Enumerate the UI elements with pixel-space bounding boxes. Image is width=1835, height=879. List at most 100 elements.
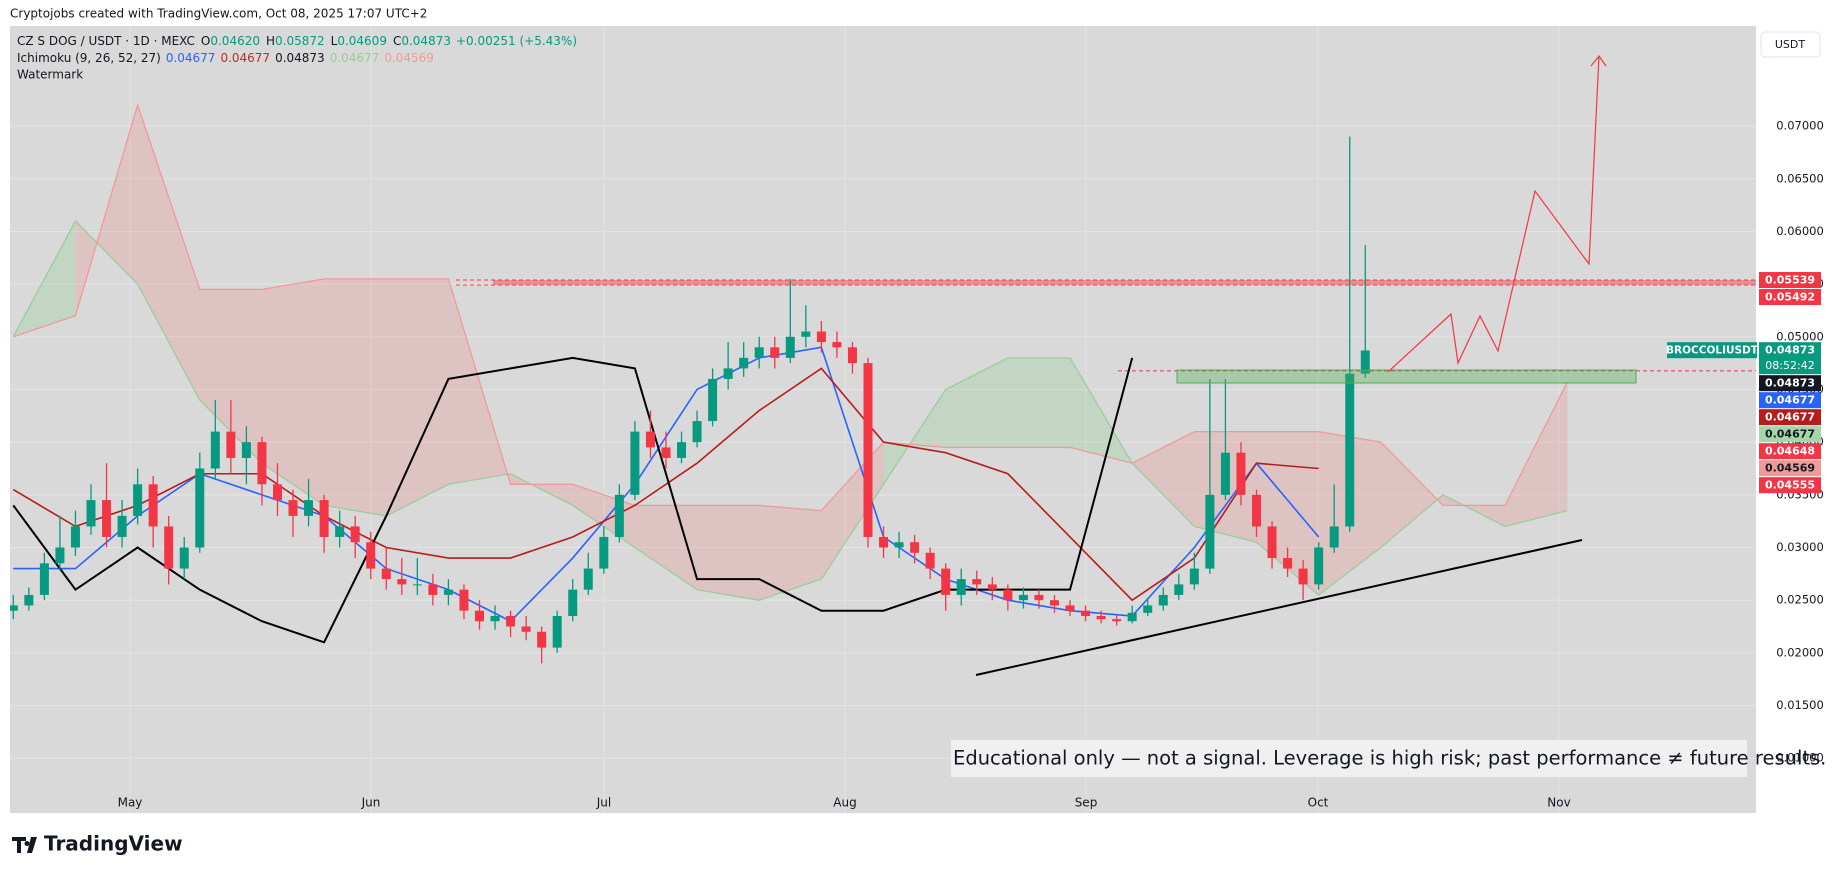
y-tick-label: 0.01000: [1776, 751, 1824, 765]
candle-body: [164, 526, 174, 569]
candle-body: [179, 547, 189, 569]
currency-button-label[interactable]: USDT: [1775, 38, 1806, 51]
candle-body: [583, 568, 593, 590]
candle-body: [506, 615, 516, 627]
cloud-segment: [1007, 357, 1071, 448]
candle-body: [1018, 594, 1028, 601]
candle-body: [1158, 594, 1168, 606]
candle-body: [754, 347, 764, 358]
demand-zone: [1176, 369, 1637, 384]
brand-logo: [12, 837, 37, 853]
disclaimer: Educational only — not a signal. Leverag…: [953, 747, 1826, 770]
candle-body: [412, 584, 422, 586]
badge-box: [1759, 460, 1821, 477]
badge-value: 0.05492: [1765, 291, 1815, 304]
badge-name: BROCCOLIUSDT: [1666, 345, 1759, 357]
candle-body: [70, 526, 80, 548]
candle-body: [226, 431, 236, 458]
candle-body: [350, 526, 360, 543]
badge-box: [1759, 272, 1821, 289]
candle-body: [241, 442, 251, 458]
candle-body: [723, 368, 733, 379]
candle-body: [55, 547, 65, 564]
candle-body: [1174, 584, 1184, 595]
candle-body: [645, 431, 655, 448]
candle-body: [739, 357, 749, 369]
candle-body: [1189, 568, 1199, 585]
grid: [10, 26, 1756, 813]
ohlc-key: O: [201, 34, 210, 48]
candle-body: [459, 589, 469, 611]
ohlc-key: C: [393, 34, 401, 48]
candle-body: [956, 579, 966, 595]
candle-body: [1236, 452, 1246, 495]
candle-body: [319, 500, 329, 537]
badge-box: [1759, 289, 1821, 306]
indicator-value: 0.04677: [166, 51, 216, 65]
candle-body: [925, 552, 935, 569]
candles: [10, 136, 1370, 664]
candle-body: [630, 431, 640, 495]
badge-value: 0.04873: [1765, 377, 1815, 390]
candle-body: [816, 331, 826, 343]
candle-body: [1298, 568, 1308, 585]
candle-body: [1081, 610, 1091, 616]
resistance-band: [493, 280, 1756, 285]
ohlc-value: 0.04620: [210, 34, 260, 48]
candle-body: [894, 542, 904, 548]
candle-body: [397, 579, 407, 585]
cloud-segment: [324, 278, 387, 516]
cloud-segment: [697, 505, 760, 601]
candle-body: [10, 605, 18, 611]
badge-box: [1759, 409, 1821, 426]
cloud-segment: [1132, 431, 1195, 527]
cloud-segment: [199, 289, 262, 464]
candle-body: [521, 626, 531, 632]
cloud-segment: [137, 105, 200, 401]
indicator-value: 0.04569: [384, 51, 434, 65]
x-tick-label: Aug: [833, 796, 856, 810]
candle-body: [599, 536, 609, 569]
cloud-segment: [1380, 442, 1443, 548]
candle-body: [1314, 547, 1324, 585]
y-tick-label: 0.05000: [1776, 329, 1824, 343]
candle-body: [1049, 600, 1059, 606]
x-tick-label: Oct: [1308, 796, 1329, 810]
candle-body: [39, 563, 49, 595]
candle-body: [133, 484, 143, 516]
candle-body: [288, 500, 298, 516]
candle-body: [692, 421, 702, 443]
candle-body: [879, 536, 889, 548]
candle-body: [1143, 605, 1153, 613]
y-tick-label: 0.06000: [1776, 224, 1824, 238]
candle-body: [801, 331, 811, 337]
cloud-segment: [945, 357, 1008, 448]
candle-body: [1283, 558, 1293, 569]
price-badges: 0.05539 0.05492 BROCCOLIUSDT 0.04873 08:52:4…: [1666, 272, 1821, 494]
badge-box: [1759, 342, 1821, 375]
y-tick-label: 0.02500: [1776, 593, 1824, 607]
indicator-value: 0.04677: [220, 51, 270, 65]
badge-box: [1759, 375, 1821, 392]
y-tick-label: 0.02000: [1776, 645, 1824, 659]
trend-line: [975, 539, 1583, 676]
candle-body: [1205, 494, 1215, 569]
span_a-line: [12, 219, 1568, 601]
kijun-line: [12, 367, 1319, 602]
badge-box: [1759, 443, 1821, 460]
candle-body: [443, 589, 453, 595]
candle-body: [1127, 612, 1137, 622]
indicator-value: 0.04677: [330, 51, 380, 65]
x-tick-label: Nov: [1547, 796, 1570, 810]
candle-body: [770, 347, 780, 358]
badge-value: 0.04555: [1765, 479, 1815, 492]
badge-value: 0.04569: [1765, 462, 1815, 475]
badge-value: 0.04677: [1765, 394, 1815, 407]
currency-button[interactable]: [1760, 31, 1821, 58]
candle-body: [972, 579, 982, 585]
brand: TradingView: [44, 832, 183, 856]
candle-body: [614, 494, 624, 537]
watermark-label: Watermark: [17, 68, 83, 82]
ohlc-key: H: [266, 34, 275, 48]
